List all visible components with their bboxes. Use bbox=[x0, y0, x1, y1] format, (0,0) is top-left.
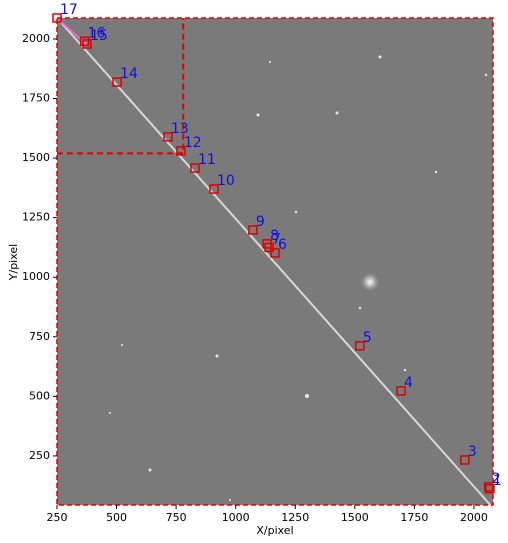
point-label: 2 bbox=[492, 471, 501, 487]
marker bbox=[163, 132, 173, 142]
y-tick-label: 2000 bbox=[22, 32, 50, 45]
marker bbox=[355, 341, 365, 351]
marker bbox=[483, 482, 494, 492]
streak bbox=[56, 17, 494, 509]
region-box bbox=[57, 18, 185, 155]
point-label: 14 bbox=[120, 66, 138, 82]
marker bbox=[209, 184, 219, 194]
image-border bbox=[56, 17, 494, 506]
x-tick-label: 1500 bbox=[341, 511, 369, 524]
x-tick-label: 2000 bbox=[460, 511, 488, 524]
y-tick-label: 1500 bbox=[22, 151, 50, 164]
x-tick-label: 250 bbox=[47, 511, 68, 524]
marker bbox=[460, 455, 470, 465]
x-tick-label: 750 bbox=[166, 511, 187, 524]
point-label: 1 bbox=[493, 473, 502, 489]
x-tick-label: 1250 bbox=[281, 511, 309, 524]
point-label: 10 bbox=[217, 173, 235, 189]
point-label: 12 bbox=[184, 135, 202, 151]
point-label: 4 bbox=[404, 375, 413, 391]
y-axis-label: Y/pixel bbox=[7, 244, 20, 281]
marker bbox=[190, 163, 200, 173]
x-tick-label: 1000 bbox=[222, 511, 250, 524]
y-tick-label: 250 bbox=[29, 449, 50, 462]
y-tick-label: 750 bbox=[29, 330, 50, 343]
point-label: 9 bbox=[256, 214, 265, 230]
point-label: 11 bbox=[198, 152, 216, 168]
x-axis-label: X/pixel bbox=[256, 524, 293, 537]
marker bbox=[52, 13, 62, 23]
x-tick-label: 500 bbox=[106, 511, 127, 524]
y-tick-label: 500 bbox=[29, 389, 50, 402]
point-label: 7 bbox=[272, 231, 281, 247]
marker bbox=[79, 36, 90, 47]
marker bbox=[270, 248, 280, 258]
marker bbox=[262, 239, 272, 249]
marker bbox=[485, 484, 495, 494]
point-label: 6 bbox=[278, 237, 287, 253]
y-tick-label: 1000 bbox=[22, 270, 50, 283]
point-label: 3 bbox=[468, 444, 477, 460]
marker bbox=[82, 39, 92, 49]
marker bbox=[248, 225, 258, 235]
stars bbox=[109, 55, 488, 501]
marker bbox=[112, 77, 122, 87]
point-label: 17 bbox=[60, 2, 78, 18]
y-tick-label: 1250 bbox=[22, 211, 50, 224]
marker bbox=[396, 386, 406, 396]
point-label: 5 bbox=[363, 330, 372, 346]
point-label: 8 bbox=[270, 228, 279, 244]
y-tick-label: 1750 bbox=[22, 92, 50, 105]
x-tick-label: 1750 bbox=[400, 511, 428, 524]
point-label: 16 bbox=[88, 25, 106, 41]
point-label: 15 bbox=[90, 28, 108, 44]
point-label: 13 bbox=[171, 121, 189, 137]
marker bbox=[176, 146, 186, 156]
